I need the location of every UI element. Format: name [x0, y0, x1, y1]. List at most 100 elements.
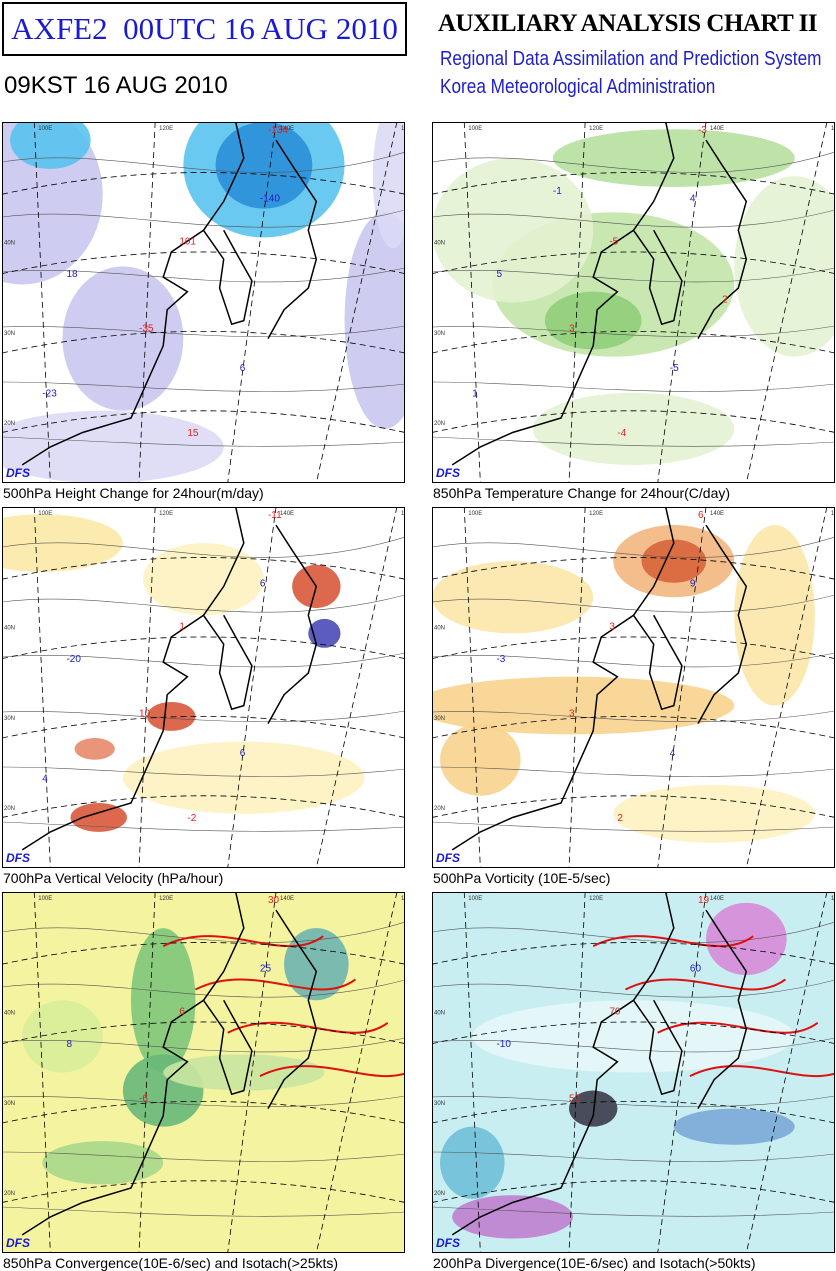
- longitude-line: [745, 507, 828, 868]
- contour-label: 3: [569, 708, 575, 719]
- map-panel: 100E 120E 140E 160E 40N 30N 20N -11 6 1 -20 10 6 -2 4 D…: [2, 507, 405, 868]
- latitude-line: [2, 331, 405, 354]
- latitude-label: 30N: [434, 331, 445, 337]
- contour-label: -6: [139, 1093, 148, 1104]
- shaded-region: [432, 676, 735, 735]
- longitude-line: [657, 892, 707, 1253]
- contour-label: 1: [179, 622, 185, 633]
- longitude-label: 120E: [159, 896, 173, 902]
- contour-label: 5: [496, 269, 502, 280]
- contour: [2, 710, 405, 723]
- contour-label: 25: [260, 963, 272, 974]
- latitude-label: 40N: [4, 1011, 15, 1017]
- contour: [432, 1095, 835, 1108]
- latitude-line: [432, 410, 835, 433]
- shaded-region: [472, 1000, 795, 1073]
- panel-caption: 850hPa Convergence(10E-6/sec) and Isotac…: [3, 1255, 339, 1271]
- contour-label: 2: [617, 813, 623, 824]
- contour-label: 1: [472, 388, 478, 399]
- shaded-region: [74, 738, 115, 760]
- panel-caption: 500hPa Vorticity (10E-5/sec): [433, 870, 611, 886]
- contour-label: 6: [240, 363, 246, 374]
- logo: DFS: [6, 1236, 30, 1250]
- longitude-label: 100E: [38, 896, 52, 902]
- latitude-line: [2, 251, 405, 275]
- shaded-region: [2, 514, 123, 572]
- contour: [432, 1206, 835, 1217]
- map-panel: 100E 120E 140E 160E 40N 30N 20N 6 9 3 -3 3 4 2 DFS: [432, 507, 835, 868]
- shaded-region: [532, 392, 735, 465]
- longitude-line: [227, 122, 277, 483]
- coastline: [202, 229, 253, 326]
- shaded-region: [440, 1126, 505, 1199]
- latitude-label: 20N: [434, 421, 445, 427]
- longitude-line: [463, 892, 481, 1253]
- contour: [432, 979, 835, 998]
- latitude-label: 30N: [4, 331, 15, 337]
- contour-label: 4: [670, 748, 676, 759]
- map-panel: 100E 120E 140E 160E 40N 30N 20N 30 25 6 8 -6 DFS: [2, 892, 405, 1253]
- latitude-line: [2, 1101, 405, 1124]
- latitude-label: 40N: [434, 1011, 445, 1017]
- contour: [432, 381, 835, 392]
- contour: [2, 1151, 405, 1162]
- contour: [2, 151, 405, 173]
- latitude-line: [2, 636, 405, 660]
- longitude-label: 160E: [831, 126, 835, 132]
- contour-label: -3: [698, 125, 707, 136]
- latitude-label: 30N: [434, 1101, 445, 1107]
- panel-caption: 500hPa Height Change for 24hour(m/day): [3, 485, 264, 501]
- longitude-line: [657, 122, 707, 483]
- latitude-label: 30N: [434, 716, 445, 722]
- longitude-label: 100E: [468, 126, 482, 132]
- contour-label: 50: [569, 1093, 581, 1104]
- coastline: [21, 122, 245, 466]
- coastline: [202, 999, 253, 1096]
- latitude-label: 40N: [434, 626, 445, 632]
- longitude-line: [463, 122, 481, 483]
- longitude-line: [33, 892, 51, 1253]
- shaded-region: [143, 543, 264, 616]
- contour-label: -11: [268, 510, 282, 521]
- subtitle: Korea Meteorological Administration: [440, 76, 716, 98]
- latitude-label: 20N: [434, 806, 445, 812]
- contour: [2, 652, 405, 668]
- contour-label: 30: [268, 895, 280, 906]
- longitude-label: 160E: [831, 896, 835, 902]
- contour: [432, 652, 835, 668]
- contour: [432, 821, 835, 832]
- latitude-line: [432, 331, 835, 354]
- longitude-label: 140E: [280, 511, 294, 517]
- shaded-region: [544, 291, 642, 350]
- longitude-line: [315, 507, 398, 868]
- longitude-label: 140E: [280, 896, 294, 902]
- contour: [2, 209, 405, 228]
- map-panel: 100E 120E 140E 160E 40N 30N 20N -134 -140 101 18 -3…: [2, 122, 405, 483]
- contour: [2, 1095, 405, 1108]
- longitude-line: [568, 507, 586, 868]
- panel-border: [2, 122, 405, 483]
- coastline: [697, 524, 748, 724]
- coastline: [21, 507, 245, 851]
- longitude-line: [138, 122, 156, 483]
- shaded-region: [452, 1195, 574, 1239]
- longitude-label: 120E: [589, 511, 603, 517]
- longitude-label: 140E: [710, 511, 724, 517]
- latitude-line: [432, 1180, 835, 1203]
- contour: [2, 594, 405, 613]
- contour: [2, 821, 405, 832]
- latitude-line: [2, 410, 405, 433]
- coastline: [632, 614, 683, 711]
- panel-caption: 700hPa Vertical Velocity (hPa/hour): [3, 870, 224, 886]
- contour: [432, 710, 835, 723]
- panel-border: [2, 507, 405, 868]
- longitude-label: 160E: [831, 511, 835, 517]
- map-panel: 100E 120E 140E 160E 40N 30N 20N -3 4 -5 5 3 -5 -4 1 2 -1…: [432, 122, 835, 483]
- longitude-label: 120E: [589, 126, 603, 132]
- contour-label: 4: [42, 773, 48, 784]
- contour-label: 6: [260, 578, 266, 589]
- subtitle: Regional Data Assimilation and Predictio…: [440, 48, 822, 70]
- latitude-label: 40N: [4, 626, 15, 632]
- longitude-line: [463, 507, 481, 868]
